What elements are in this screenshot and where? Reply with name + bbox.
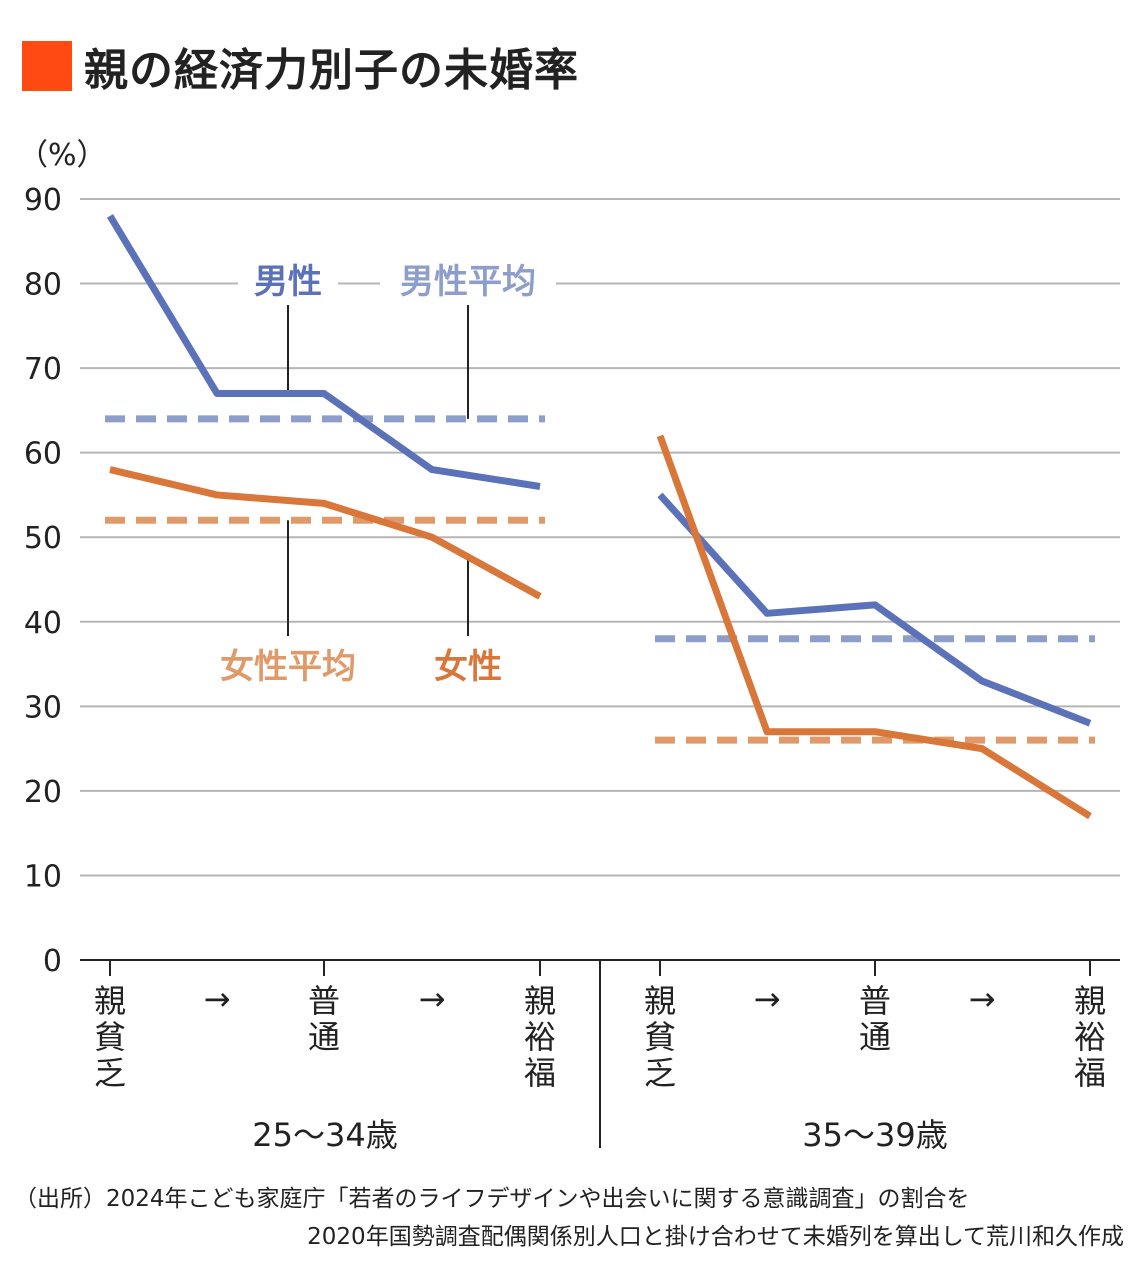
series-line-male bbox=[657, 492, 1092, 727]
annotation-bg bbox=[238, 260, 338, 306]
title-bar: 親の経済力別子の未婚率 bbox=[22, 40, 579, 96]
y-tick-label: 20 bbox=[24, 775, 62, 810]
annotation-male: 男性 bbox=[254, 262, 322, 302]
x-tick-label: 普通 bbox=[859, 982, 891, 1056]
y-tick-label: 60 bbox=[24, 437, 62, 472]
group-label: 25～34歳 bbox=[252, 1116, 397, 1154]
x-arrow-label: → bbox=[754, 980, 781, 1018]
x-arrow-label: → bbox=[969, 980, 996, 1018]
y-tick-label: 0 bbox=[43, 944, 62, 979]
y-tick-label: 30 bbox=[24, 690, 62, 725]
y-tick-label: 40 bbox=[24, 606, 62, 641]
group-label: 35～39歳 bbox=[802, 1116, 947, 1154]
x-tick-label: 親貧乏 bbox=[94, 982, 126, 1092]
source-note: （出所）2024年こども家庭庁「若者のライフデザインや出会いに関する意識調査」の… bbox=[14, 1180, 1124, 1256]
annotation-bg bbox=[200, 640, 380, 690]
x-tick-label: 親裕福 bbox=[1074, 982, 1106, 1092]
y-tick-label: 50 bbox=[24, 521, 62, 556]
x-arrow-label: → bbox=[204, 980, 231, 1018]
y-axis-unit-label: （%） bbox=[18, 138, 107, 173]
annotation-female-average: 女性平均 bbox=[220, 647, 356, 687]
x-arrow-label: → bbox=[419, 980, 446, 1018]
source-line-2: 2020年国勢調査配偶関係別人口と掛け合わせて未婚列を算出して荒川和久作成 bbox=[307, 1224, 1124, 1250]
chart-title: 親の経済力別子の未婚率 bbox=[84, 45, 579, 96]
annotation-bg bbox=[420, 640, 520, 690]
title-accent-square bbox=[22, 41, 72, 91]
line-chart: （%） 0 10 20 30 40 50 60 70 80 90 親貧乏 → 普通 → 親裕福 25～34歳 親貧… bbox=[18, 138, 1120, 1154]
series-line-male bbox=[107, 214, 541, 490]
source-line-1: （出所）2024年こども家庭庁「若者のライフデザインや出会いに関する意識調査」の… bbox=[14, 1186, 970, 1212]
annotation-male-average: 男性平均 bbox=[400, 262, 536, 302]
series-line-female bbox=[656, 434, 1092, 820]
y-tick-label: 10 bbox=[24, 859, 62, 894]
x-tick-label: 親裕福 bbox=[524, 982, 556, 1092]
y-tick-label: 90 bbox=[24, 183, 62, 218]
annotation-female: 女性 bbox=[434, 647, 502, 687]
y-tick-label: 70 bbox=[24, 352, 62, 387]
y-tick-label: 80 bbox=[24, 268, 62, 303]
x-tick-label: 親貧乏 bbox=[644, 982, 676, 1092]
annotation-bg bbox=[380, 260, 556, 306]
series-line-female bbox=[109, 466, 542, 600]
x-tick-label: 普通 bbox=[308, 982, 340, 1056]
